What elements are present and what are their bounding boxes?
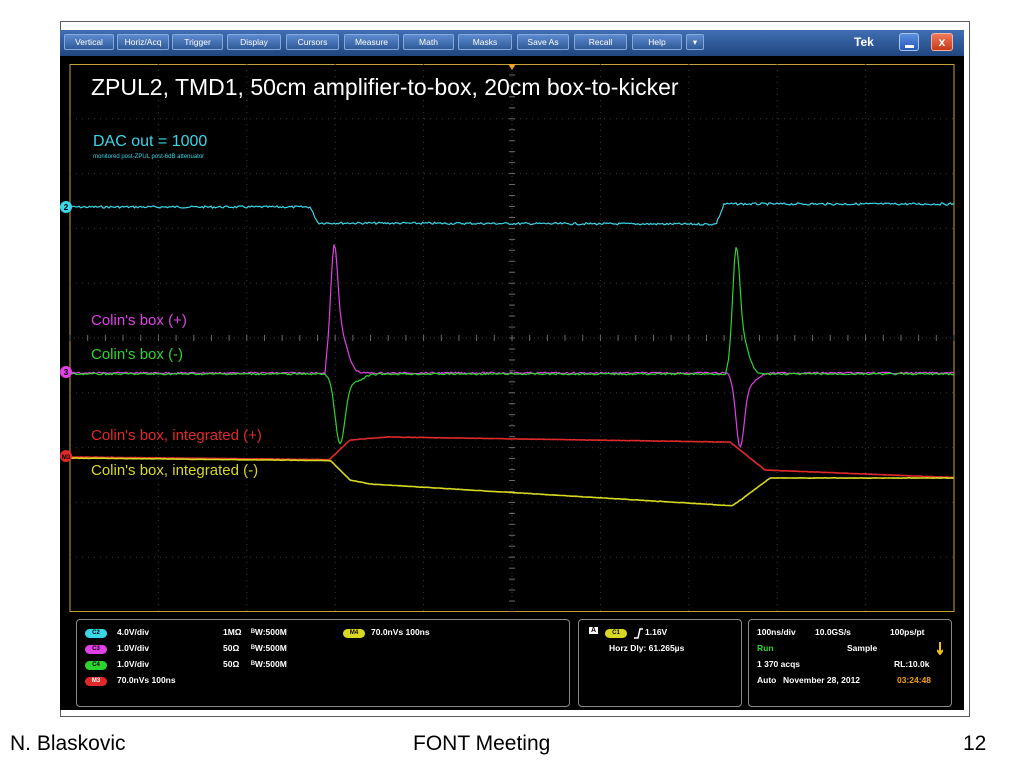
menu-display[interactable]: Display [227, 34, 281, 50]
integrated-neg-label: Colin's box, integrated (-) [91, 462, 259, 479]
record-length: RL:10.0k [894, 659, 930, 669]
acq-time: 03:24:48 [897, 675, 932, 685]
menu-more-dropdown-icon[interactable]: ▾ [686, 34, 704, 50]
acquisition-box[interactable]: 100ns/div 10.0GS/s 100ps/pt Run Sample 1… [748, 619, 952, 707]
m4-integrated-neg-trace [69, 457, 954, 507]
menu-measure[interactable]: Measure [344, 34, 399, 50]
acq-count: 1 370 acqs [757, 659, 801, 669]
menu-math[interactable]: Math [403, 34, 454, 50]
channel-markers: 2 3 M3 [60, 201, 72, 462]
acq-mode: Sample [847, 643, 878, 653]
sample-rate: 10.0GS/s [815, 627, 851, 637]
menu-masks[interactable]: Masks [458, 34, 512, 50]
ch2-coupling: 1MΩ [223, 627, 242, 637]
ch3-marker-icon[interactable]: 3 [60, 366, 72, 378]
rising-edge-icon [634, 628, 643, 639]
dac-sublabel: monitored post-ZPUL post-6dB attenuator [93, 154, 205, 160]
ch2-badge[interactable]: C2 [85, 629, 107, 638]
ch4-neg-trace [69, 247, 954, 445]
menu-trigger[interactable]: Trigger [172, 34, 223, 50]
close-button[interactable]: x [931, 33, 953, 51]
horz-delay: Horz Dly: 61.265µs [609, 643, 685, 653]
resolution: 100ps/pt [890, 627, 925, 637]
m3-badge[interactable]: M3 [85, 677, 107, 686]
graticule [69, 64, 955, 612]
ch2-bandwidth: ᴮW:500M [251, 627, 287, 637]
m3-integrated-pos-trace [70, 436, 954, 479]
ch3-coupling: 50Ω [223, 643, 240, 653]
ch4-bandwidth: ᴮW:500M [251, 659, 287, 669]
m3-marker-icon[interactable]: M3 [60, 450, 72, 462]
plot-title: ZPUL2, TMD1, 50cm amplifier-to-box, 20cm… [91, 74, 679, 100]
trigger-level: 1.16V [645, 627, 668, 637]
colins-box-neg-label: Colin's box (-) [91, 346, 184, 363]
status-panel: C2 4.0V/div 1MΩ ᴮW:500M C3 1.0V/div 50Ω … [60, 612, 964, 710]
svg-text:2: 2 [64, 203, 69, 212]
dac-label: DAC out = 1000 [93, 133, 208, 150]
trigger-run-mode: Auto [757, 675, 777, 685]
trigger-mode: A [589, 627, 599, 634]
ch4-scale: 1.0V/div [117, 659, 150, 669]
m4-scale: 70.0nVs 100ns [371, 627, 430, 637]
tek-logo: Tek [854, 35, 874, 49]
svg-text:M3: M3 [62, 455, 71, 461]
ch4-coupling: 50Ω [223, 659, 240, 669]
menu-bar: Vertical Horiz/Acq Trigger Display Curso… [60, 30, 964, 56]
menu-horiz-acq[interactable]: Horiz/Acq [117, 34, 169, 50]
m4-badge[interactable]: M4 [343, 629, 365, 638]
ch3-scale: 1.0V/div [117, 643, 150, 653]
ch2-marker-icon[interactable]: 2 [60, 201, 72, 213]
footer-meeting: FONT Meeting [413, 732, 551, 755]
menu-save-as[interactable]: Save As [517, 34, 569, 50]
trigger-indicator-icon [937, 642, 943, 655]
waveform-display: 2 3 M3 [60, 64, 955, 612]
m3-scale: 70.0nVs 100ns [117, 675, 176, 685]
ch2-dac-trace [69, 202, 954, 226]
minimize-button[interactable] [899, 33, 919, 51]
channel-settings-box[interactable]: C2 4.0V/div 1MΩ ᴮW:500M C3 1.0V/div 50Ω … [76, 619, 570, 707]
svg-text:3: 3 [64, 368, 69, 377]
ch3-bandwidth: ᴮW:500M [251, 643, 287, 653]
menu-vertical[interactable]: Vertical [64, 34, 114, 50]
menu-help[interactable]: Help [632, 34, 682, 50]
footer-author: N. Blaskovic [10, 732, 126, 755]
menu-recall[interactable]: Recall [574, 34, 627, 50]
oscilloscope-window: Vertical Horiz/Acq Trigger Display Curso… [60, 30, 964, 710]
menu-cursors[interactable]: Cursors [286, 34, 339, 50]
timebase: 100ns/div [757, 627, 796, 637]
trigger-settings-box[interactable]: A C1 1.16V Horz Dly: 61.265µs [578, 619, 742, 707]
integrated-pos-label: Colin's box, integrated (+) [91, 427, 262, 444]
acq-date: November 28, 2012 [783, 675, 861, 685]
ch3-badge[interactable]: C3 [85, 645, 107, 654]
trigger-source-badge[interactable]: C1 [605, 629, 627, 638]
trigger-position-icon[interactable] [508, 64, 516, 70]
traces [69, 202, 954, 507]
colins-box-pos-label: Colin's box (+) [91, 312, 187, 329]
footer-page-number: 12 [963, 732, 987, 755]
run-status: Run [757, 643, 774, 653]
ch2-scale: 4.0V/div [117, 627, 150, 637]
ch4-badge[interactable]: C4 [85, 661, 107, 670]
